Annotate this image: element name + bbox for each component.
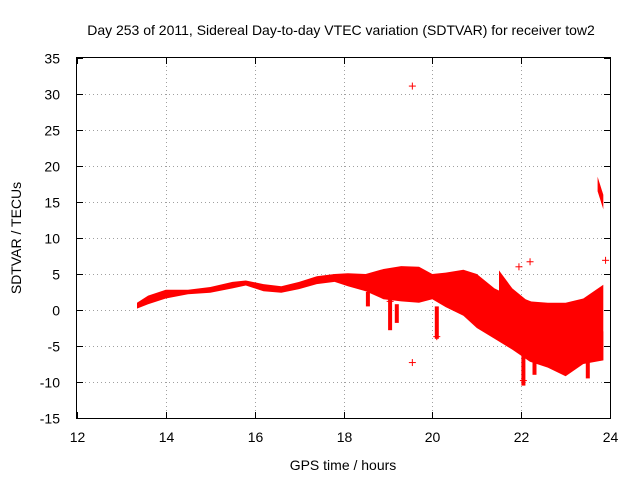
x-tick-label: 16 xyxy=(248,429,264,445)
data-points xyxy=(137,82,610,386)
scatter-spike xyxy=(365,292,370,307)
y-tick-label: 30 xyxy=(44,87,60,103)
y-tick-label: 5 xyxy=(52,267,60,283)
x-tick-label: 14 xyxy=(159,429,175,445)
grid xyxy=(77,58,610,418)
scatter-spike xyxy=(585,353,590,379)
scatter-point xyxy=(408,359,416,367)
y-axis-label: SDTVAR / TECUs xyxy=(8,182,24,294)
scatter-spike xyxy=(532,346,537,375)
x-tick-label: 12 xyxy=(70,429,86,445)
scatter-spike xyxy=(388,299,393,331)
y-tick-label: 25 xyxy=(44,123,60,139)
scatter-band xyxy=(499,270,604,361)
x-tick-label: 24 xyxy=(603,429,619,445)
chart-title: Day 253 of 2011, Sidereal Day-to-day VTE… xyxy=(87,22,595,38)
y-tick-label: 20 xyxy=(44,159,60,175)
scatter-point xyxy=(433,333,441,341)
y-tick-label: 15 xyxy=(44,195,60,211)
x-tick-label: 22 xyxy=(514,429,530,445)
axes: 12 14 16 18 20 22 24 -15 -10 -5 0 5 10 15 20 25 30 35 xyxy=(40,51,619,446)
y-tick-label: -10 xyxy=(40,375,60,391)
scatter-spike xyxy=(521,338,526,386)
scatter-band xyxy=(137,266,604,377)
y-tick-label: -5 xyxy=(48,339,61,355)
y-tick-label: -15 xyxy=(40,411,60,427)
scatter-spike xyxy=(394,304,399,323)
x-tick-label: 18 xyxy=(337,429,353,445)
x-axis-label: GPS time / hours xyxy=(290,457,397,473)
scatter-point xyxy=(408,82,416,90)
scatter-band xyxy=(597,176,604,210)
y-tick-label: 10 xyxy=(44,231,60,247)
scatter-point xyxy=(526,258,534,266)
x-tick-label: 20 xyxy=(425,429,441,445)
scatter-point xyxy=(515,263,523,271)
scatter-point xyxy=(519,377,527,385)
y-tick-label: 35 xyxy=(44,51,60,67)
scatter-point xyxy=(386,297,394,305)
plot-frame xyxy=(76,57,611,419)
scatter-point xyxy=(602,256,610,264)
scatter-spike xyxy=(434,306,439,339)
y-tick-label: 0 xyxy=(52,303,60,319)
